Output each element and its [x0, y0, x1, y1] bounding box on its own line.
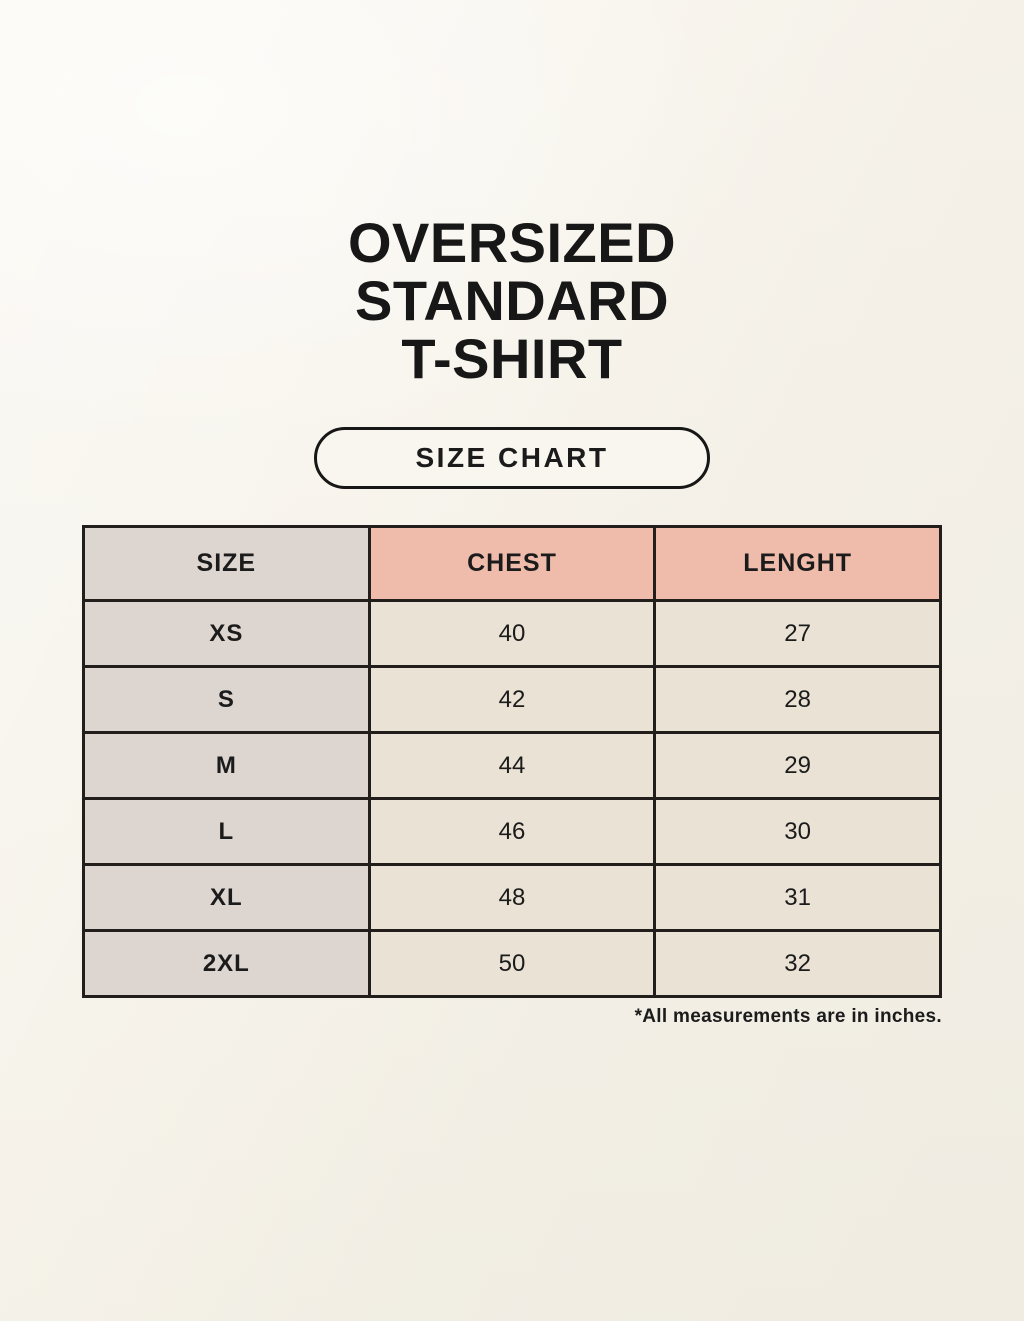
chest-value: 44 — [367, 731, 657, 800]
size-label: XL — [82, 863, 371, 932]
size-table-header: SIZE CHEST LENGHT — [82, 525, 942, 602]
column-header-chest: CHEST — [367, 525, 657, 602]
table-row-xl: XL 48 31 — [82, 863, 942, 932]
page-title: OVERSIZED STANDARD T-SHIRT — [0, 0, 1024, 388]
table-row-2xl: 2XL 50 32 — [82, 929, 942, 998]
lenght-value: 32 — [653, 929, 942, 998]
lenght-value: 30 — [653, 797, 942, 866]
chest-value: 50 — [367, 929, 657, 998]
size-label: S — [82, 665, 371, 734]
measurements-footnote: *All measurements are in inches. — [634, 1006, 942, 1027]
header-row: SIZE CHEST LENGHT — [82, 525, 942, 602]
size-label: 2XL — [82, 929, 371, 998]
column-header-lenght: LENGHT — [653, 525, 942, 602]
size-chart-badge-label: SIZE CHART — [415, 442, 609, 473]
lenght-value: 27 — [653, 599, 942, 668]
table-row-xs: XS 40 27 — [82, 599, 942, 668]
lenght-value: 29 — [653, 731, 942, 800]
table-row-l: L 46 30 — [82, 797, 942, 866]
page-title-line-3: T-SHIRT — [401, 327, 623, 390]
chest-value: 42 — [367, 665, 657, 734]
size-chart-badge: SIZE CHART — [314, 427, 710, 489]
chest-value: 46 — [367, 797, 657, 866]
column-header-size: SIZE — [82, 525, 371, 602]
page-title-line-2: STANDARD — [354, 269, 670, 332]
size-chart-graphic: OVERSIZED STANDARD T-SHIRT SIZE CHART SI… — [0, 0, 1024, 1027]
page-title-line-1: OVERSIZED — [347, 211, 677, 274]
size-label: M — [82, 731, 371, 800]
size-table-body: XS 40 27 S 42 28 M 44 29 L 46 30 XL 48 — [82, 599, 942, 998]
size-label: XS — [82, 599, 371, 668]
lenght-value: 31 — [653, 863, 942, 932]
table-row-m: M 44 29 — [82, 731, 942, 800]
chest-value: 48 — [367, 863, 657, 932]
size-table: SIZE CHEST LENGHT XS 40 27 S 42 28 M 44 … — [82, 525, 942, 998]
size-label: L — [82, 797, 371, 866]
chest-value: 40 — [367, 599, 657, 668]
lenght-value: 28 — [653, 665, 942, 734]
table-row-s: S 42 28 — [82, 665, 942, 734]
